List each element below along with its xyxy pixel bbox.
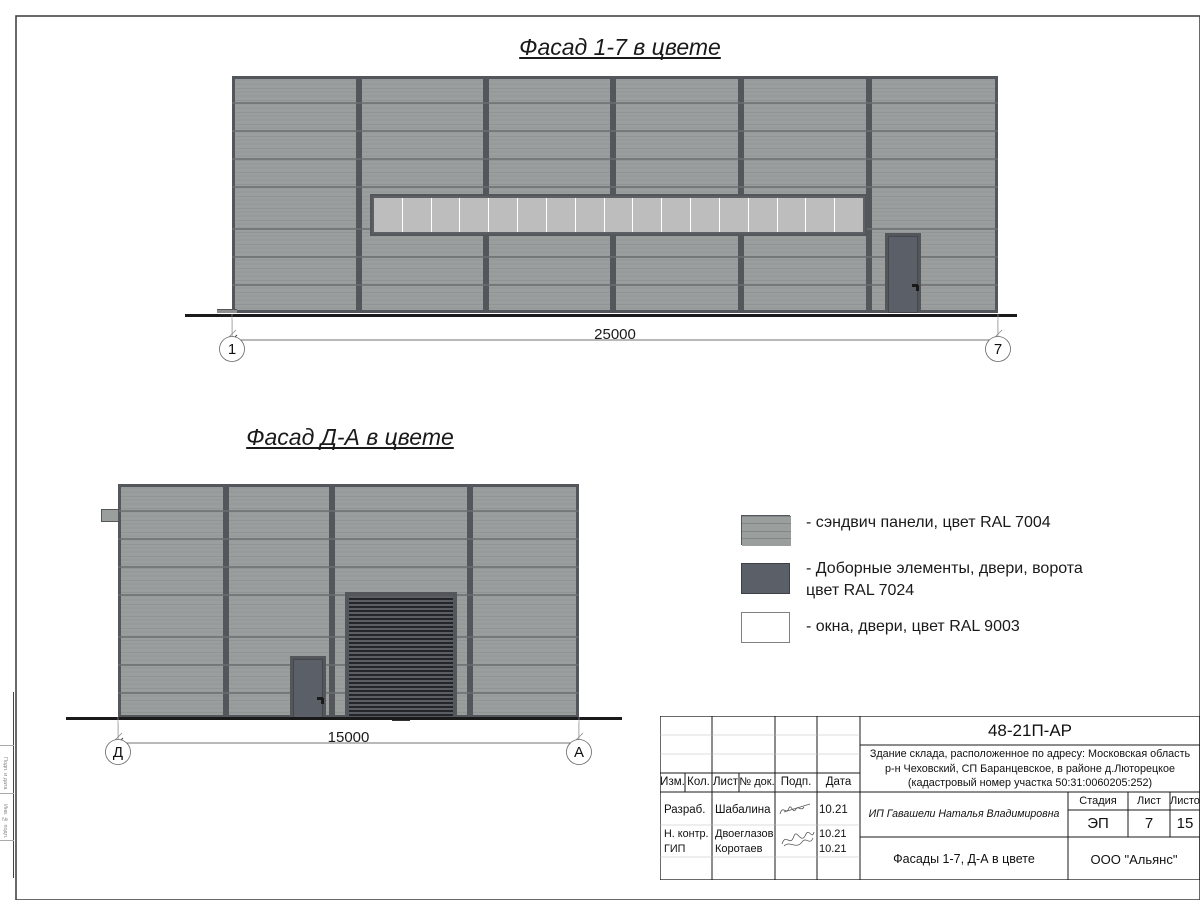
svg-text:7: 7 xyxy=(994,341,1002,358)
svg-text:Д: Д xyxy=(113,744,123,761)
svg-text:А: А xyxy=(574,744,584,761)
svg-text:1: 1 xyxy=(228,341,236,358)
